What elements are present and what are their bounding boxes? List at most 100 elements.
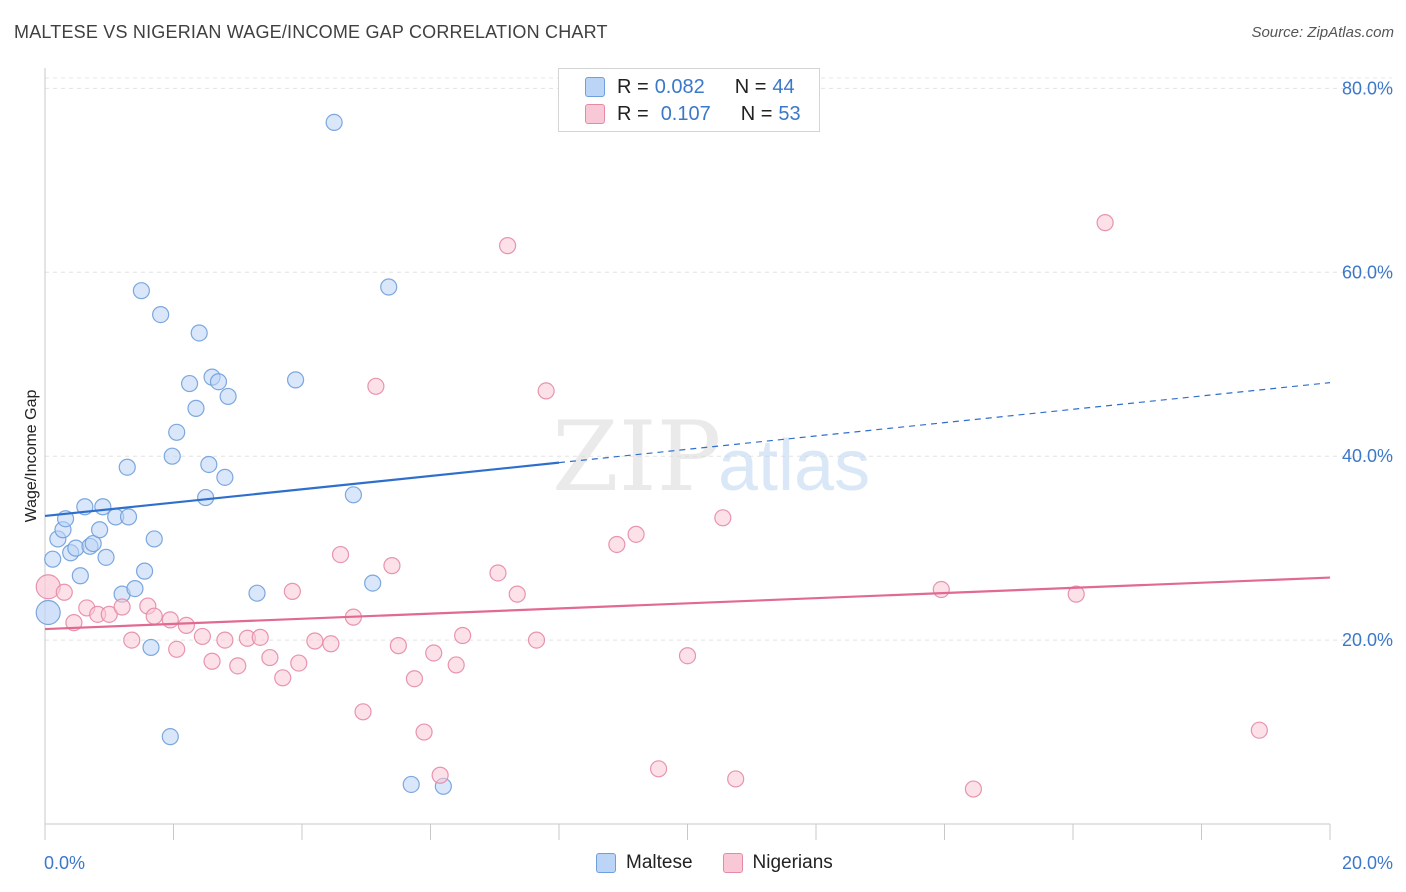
nigerian-point xyxy=(405,670,424,688)
maltese-point xyxy=(118,458,136,476)
nigerian-point xyxy=(1250,721,1268,739)
nigerian-series xyxy=(35,214,1268,798)
nigerian-point xyxy=(290,654,308,672)
nigerian-point xyxy=(193,627,212,646)
nigerian-point xyxy=(306,632,324,650)
maltese-point xyxy=(190,324,208,342)
y-axis-label: Wage/Income Gap xyxy=(23,390,40,523)
nigerian-point xyxy=(727,770,745,788)
maltese-point xyxy=(380,278,398,296)
nigerian-point xyxy=(499,237,517,255)
maltese-point xyxy=(142,638,160,657)
y-tick-label: 80.0% xyxy=(1342,78,1393,98)
maltese-point xyxy=(402,775,420,794)
maltese-point xyxy=(248,584,266,602)
maltese-point xyxy=(97,548,115,566)
nigerian-point xyxy=(425,644,443,662)
maltese-point xyxy=(84,534,102,553)
legend-label-nigerians: Nigerians xyxy=(752,852,833,873)
maltese-point xyxy=(44,550,62,568)
maltese-point xyxy=(180,374,199,393)
nigerian-point xyxy=(527,631,546,649)
n-label: N = xyxy=(740,102,773,125)
nigerian-point xyxy=(331,545,350,564)
nigerian-point xyxy=(389,637,407,655)
y-tick-label: 60.0% xyxy=(1342,262,1393,282)
maltese-point xyxy=(135,562,154,580)
nigerian-point xyxy=(55,583,73,601)
maltese-point xyxy=(119,508,138,526)
legend-item-nigerians[interactable]: Nigerians xyxy=(722,852,833,874)
n-label: N = xyxy=(734,75,767,98)
nigerian-point xyxy=(608,535,626,554)
maltese-point xyxy=(163,447,181,465)
maltese-point xyxy=(126,580,144,598)
maltese-point xyxy=(91,521,109,539)
nigerian-point xyxy=(161,611,179,629)
nigerian-point xyxy=(113,598,131,616)
series-legend: Maltese Nigerians xyxy=(596,852,863,874)
maltese-point xyxy=(187,399,205,417)
r-label: R = xyxy=(617,75,649,98)
legend-row-nigerians: R = 0.107 N = 53 xyxy=(585,102,801,126)
chart-title: MALTESE VS NIGERIAN WAGE/INCOME GAP CORR… xyxy=(14,22,608,42)
nigerian-point xyxy=(354,703,372,721)
nigerian-point xyxy=(627,525,645,543)
nigerian-point xyxy=(678,647,697,665)
maltese-series xyxy=(35,113,452,795)
nigerian-point xyxy=(145,607,163,625)
n-value-maltese: 44 xyxy=(772,75,795,98)
maltese-point xyxy=(209,373,228,391)
maltese-point xyxy=(200,455,218,474)
nigerian-point xyxy=(932,580,950,599)
nigerian-point xyxy=(203,652,221,670)
axis-layer xyxy=(44,68,1331,840)
nigerian-point xyxy=(65,614,83,632)
maltese-point xyxy=(168,423,186,441)
maltese-swatch xyxy=(585,77,605,97)
legend-label-maltese: Maltese xyxy=(626,852,693,873)
r-value-nigerians: 0.107 xyxy=(660,102,711,125)
nigerian-trend-line xyxy=(44,576,1331,631)
y-tick-label: 20.0% xyxy=(1342,630,1393,650)
maltese-point xyxy=(145,530,163,548)
nigerian-point xyxy=(322,635,340,653)
nigerian-point xyxy=(447,656,465,674)
legend-row-maltese: R = 0.082 N = 44 xyxy=(585,75,795,99)
watermark: ZIP atlas xyxy=(552,401,870,513)
nigerian-point xyxy=(100,605,118,623)
nigerian-point xyxy=(251,628,269,646)
maltese-point xyxy=(286,371,305,389)
maltese-legend-swatch xyxy=(596,853,616,873)
maltese-trend-line xyxy=(44,461,560,518)
nigerian-point xyxy=(508,585,526,603)
maltese-point xyxy=(152,305,170,324)
nigerian-legend-swatch xyxy=(722,853,743,873)
nigerian-point xyxy=(383,557,401,575)
x-tick-label: 20.0% xyxy=(1342,853,1393,873)
maltese-point xyxy=(132,282,150,300)
y-tick-label: 40.0% xyxy=(1342,446,1393,466)
stats-legend: R = 0.082 N = 44 R = 0.107 N = 53 xyxy=(558,68,820,132)
nigerian-point xyxy=(123,631,141,649)
nigerian-point xyxy=(537,382,555,400)
r-value-maltese: 0.082 xyxy=(654,75,705,98)
maltese-point xyxy=(35,599,61,626)
nigerian-point xyxy=(261,648,279,667)
tick-layer: 20.0% 40.0% 60.0% 80.0% 0.0% 20.0% xyxy=(44,78,1393,873)
watermark-atlas: atlas xyxy=(718,426,870,506)
maltese-point xyxy=(161,728,179,746)
nigerian-point xyxy=(431,766,449,784)
maltese-point xyxy=(71,567,89,585)
nigerian-swatch xyxy=(585,104,605,124)
legend-item-maltese[interactable]: Maltese xyxy=(596,852,693,874)
maltese-point xyxy=(219,387,237,406)
nigerian-point xyxy=(649,760,668,778)
nigerian-point xyxy=(714,509,732,527)
nigerian-point xyxy=(1067,585,1085,603)
nigerian-point xyxy=(283,582,301,600)
nigerian-point xyxy=(177,616,195,634)
nigerian-point xyxy=(168,640,186,658)
maltese-point xyxy=(364,574,382,592)
